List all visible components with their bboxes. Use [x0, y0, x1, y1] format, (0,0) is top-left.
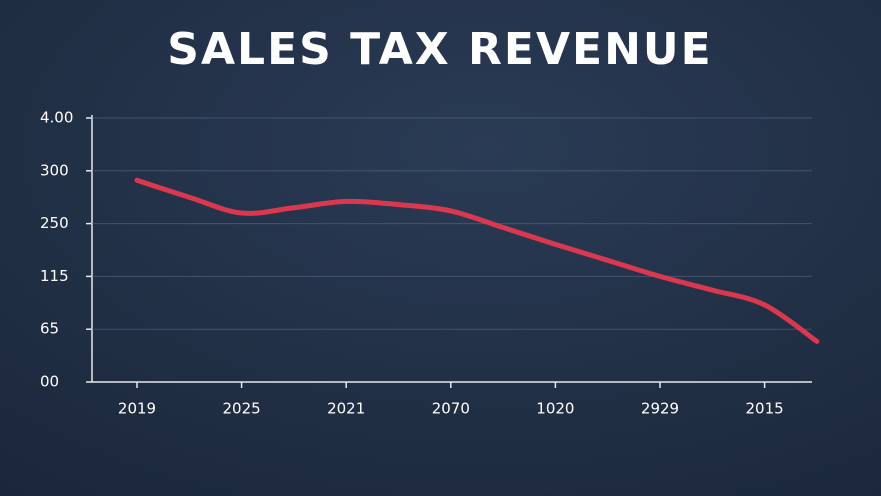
- y-tick-label: 115: [40, 267, 69, 285]
- data-line: [134, 177, 820, 344]
- x-tick-label: 2070: [432, 400, 470, 418]
- x-tick-label: 2929: [641, 400, 679, 418]
- y-tick-label: 4.00: [40, 109, 73, 127]
- y-tick-label: 65: [40, 320, 59, 338]
- x-tick-label: 1020: [536, 400, 574, 418]
- chart-title: SALES TAX REVENUE: [167, 24, 712, 75]
- x-tick-label: 2019: [118, 400, 156, 418]
- x-tick-label: 2025: [223, 400, 261, 418]
- x-tick-label: 2015: [746, 400, 784, 418]
- y-tick-label: 300: [40, 161, 69, 179]
- y-tick-label: 00: [40, 373, 59, 391]
- x-tick-label: 2021: [327, 400, 365, 418]
- y-tick-label: 250: [40, 214, 69, 232]
